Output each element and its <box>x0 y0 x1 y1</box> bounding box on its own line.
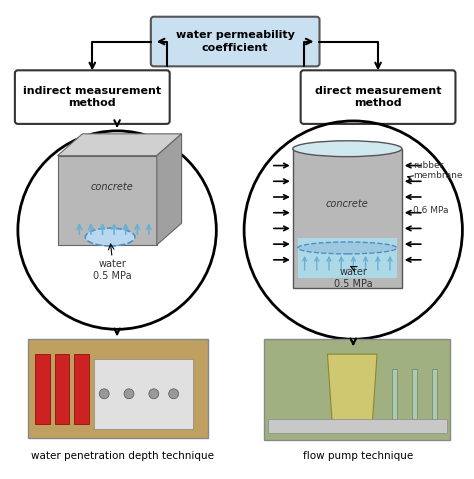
Polygon shape <box>74 354 89 423</box>
Text: 0.6 MPa: 0.6 MPa <box>413 205 448 215</box>
Polygon shape <box>28 339 209 438</box>
FancyBboxPatch shape <box>298 238 397 278</box>
Polygon shape <box>55 354 70 423</box>
Text: rubber
membrane: rubber membrane <box>413 161 462 180</box>
Text: water permeability
coefficient: water permeability coefficient <box>176 30 295 53</box>
Polygon shape <box>57 156 157 245</box>
Polygon shape <box>268 419 447 433</box>
FancyBboxPatch shape <box>301 70 456 124</box>
Polygon shape <box>157 134 182 245</box>
Text: indirect measurement
method: indirect measurement method <box>23 86 161 108</box>
Polygon shape <box>57 134 182 156</box>
Polygon shape <box>432 369 437 419</box>
Circle shape <box>149 389 159 399</box>
FancyBboxPatch shape <box>151 17 319 67</box>
Text: water penetration depth technique: water penetration depth technique <box>30 451 214 461</box>
Text: water
0.5 MPa: water 0.5 MPa <box>93 259 131 281</box>
Circle shape <box>169 389 179 399</box>
Circle shape <box>124 389 134 399</box>
Polygon shape <box>328 354 377 426</box>
Text: water
0.5 MPa: water 0.5 MPa <box>334 267 373 288</box>
Polygon shape <box>35 354 50 423</box>
Text: direct measurement
method: direct measurement method <box>315 86 441 108</box>
Polygon shape <box>94 359 193 429</box>
Ellipse shape <box>298 242 397 254</box>
Text: concrete: concrete <box>91 182 134 192</box>
Text: flow pump technique: flow pump technique <box>303 451 413 461</box>
Polygon shape <box>392 369 397 419</box>
Polygon shape <box>412 369 417 419</box>
FancyBboxPatch shape <box>15 70 170 124</box>
Circle shape <box>99 389 109 399</box>
Ellipse shape <box>293 141 402 157</box>
Polygon shape <box>264 339 450 440</box>
FancyBboxPatch shape <box>293 148 402 287</box>
Ellipse shape <box>85 228 135 246</box>
Text: concrete: concrete <box>326 199 369 209</box>
